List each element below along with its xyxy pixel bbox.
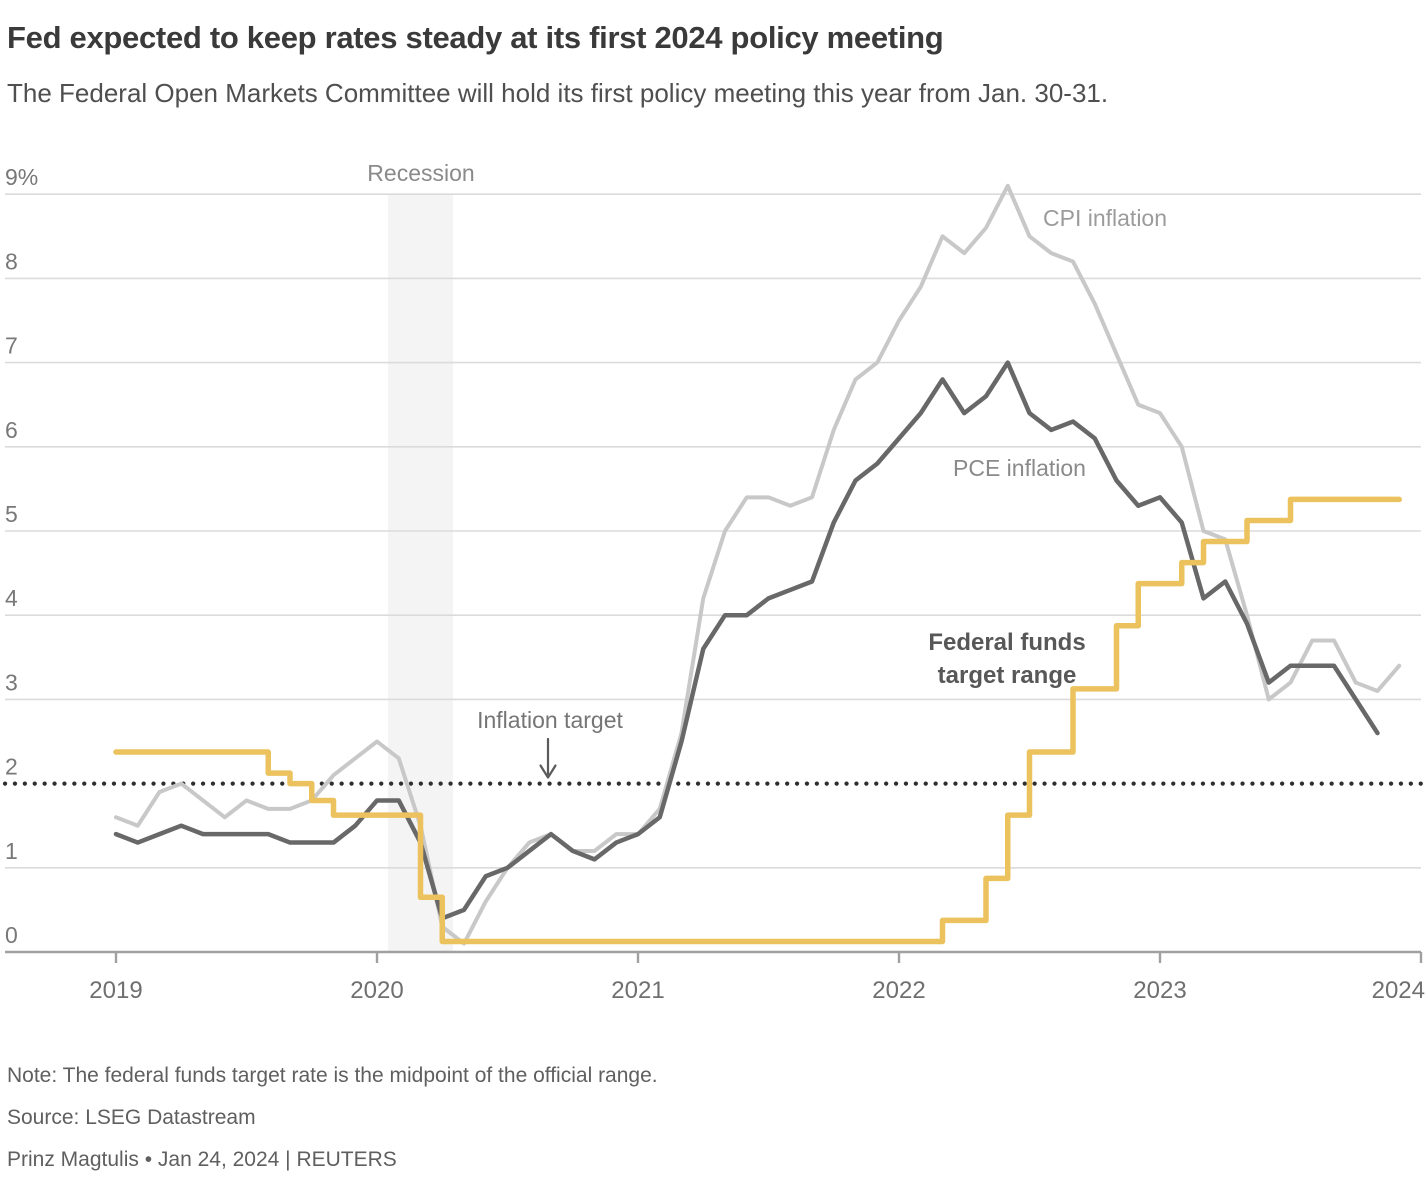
inflation-target-arrow-icon	[539, 737, 557, 779]
y-axis-label-1: 1	[5, 838, 18, 864]
series-line-pce-inflation	[113, 360, 1380, 921]
cpi-line-label: CPI inflation	[1043, 205, 1167, 231]
y-axis-label-2: 2	[5, 754, 18, 780]
page-title: Fed expected to keep rates steady at its…	[7, 20, 944, 55]
chart-generated-layers: 0 1 2 3 4 5 6 7 8 9% 2019 2020 2021 2022 2023 2024	[2, 164, 1425, 1004]
x-axis-label-2022: 2022	[872, 977, 925, 1004]
x-axis-label-2023: 2023	[1133, 977, 1186, 1004]
y-axis-label-6: 6	[5, 417, 18, 443]
x-axis-label-2024: 2024	[1372, 977, 1425, 1004]
x-axis-label-2021: 2021	[611, 977, 664, 1004]
y-axis-label-0: 0	[5, 922, 18, 948]
series-line-cpi-inflation	[114, 183, 1402, 946]
series-line-federal-funds-target-range	[113, 496, 1402, 945]
x-axis-label-2020: 2020	[350, 977, 403, 1004]
x-axis-label-2019: 2019	[89, 977, 142, 1004]
y-axis-label-3: 3	[5, 669, 18, 695]
recession-label: Recession	[367, 160, 474, 186]
y-axis-label-5: 5	[5, 501, 18, 527]
y-axis-label-8: 8	[5, 248, 18, 274]
pce-line-label: PCE inflation	[953, 455, 1086, 481]
chart-source: Source: LSEG Datastream	[7, 1106, 256, 1129]
y-axis-label-4: 4	[5, 585, 18, 611]
inflation-target-label: Inflation target	[477, 707, 623, 733]
fed-funds-label-line2: target range	[938, 662, 1077, 689]
chart-note: Note: The federal funds target rate is t…	[7, 1064, 658, 1087]
y-axis-label-7: 7	[5, 333, 18, 359]
page-subtitle: The Federal Open Markets Committee will …	[7, 78, 1109, 108]
chart-byline: Prinz Magtulis • Jan 24, 2024 | REUTERS	[7, 1148, 397, 1171]
fed-funds-label-line1: Federal funds	[928, 629, 1085, 656]
y-axis-label-9: 9%	[5, 164, 38, 190]
